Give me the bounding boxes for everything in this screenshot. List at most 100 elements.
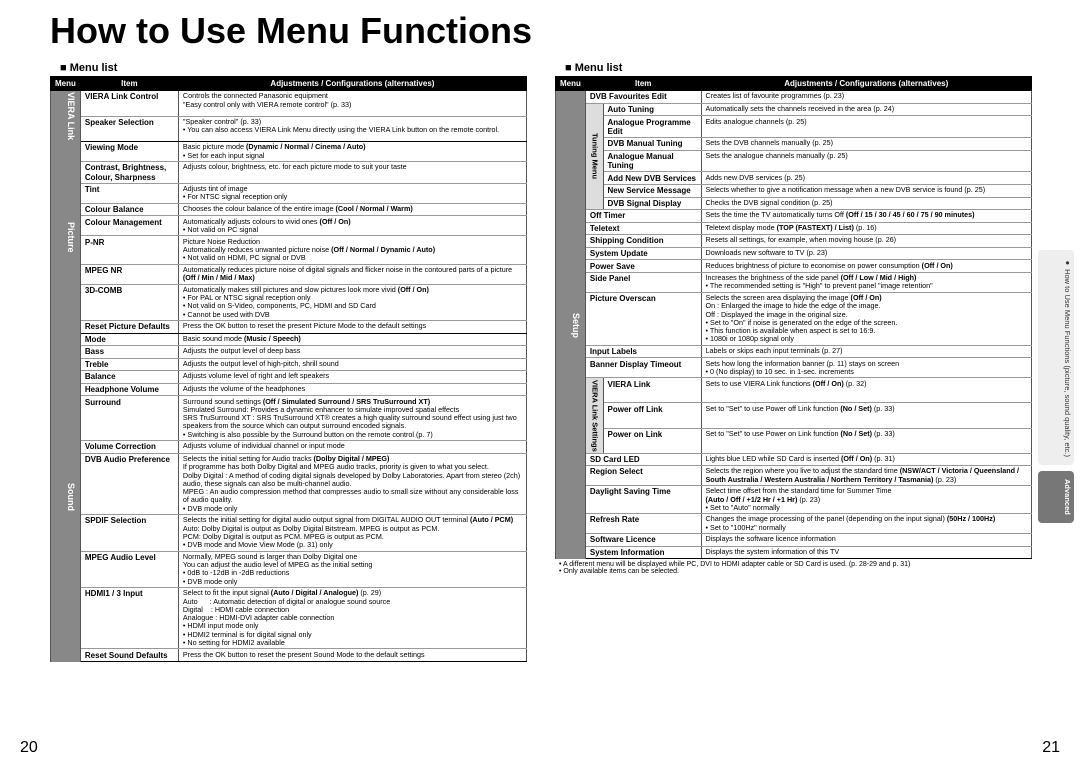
desc-cell: Chooses the colour balance of the entire… xyxy=(178,203,526,216)
desc-cell: Picture Noise ReductionAutomatically red… xyxy=(178,236,526,264)
item-cell: P-NR xyxy=(80,236,178,264)
item-cell: Viewing Mode xyxy=(80,142,178,162)
desc-cell: Adjusts volume of individual channel or … xyxy=(178,441,526,454)
item-cell: Volume Correction xyxy=(80,441,178,454)
desc-cell: Selects the screen area displaying the i… xyxy=(701,292,1031,345)
category-cell: Setup xyxy=(556,91,586,559)
item-cell: Tint xyxy=(80,183,178,203)
desc-cell: Adjusts tint of imageFor NTSC signal rec… xyxy=(178,183,526,203)
desc-cell: Displays the software licence informatio… xyxy=(701,534,1031,547)
item-cell: Bass xyxy=(80,346,178,359)
desc-cell: Set to "Set" to use Power off Link funct… xyxy=(701,403,1031,428)
subcategory-cell: VIERA Link Settings xyxy=(585,378,603,453)
item-cell: DVB Audio Preference xyxy=(80,453,178,514)
footnotes: A different menu will be displayed while… xyxy=(555,561,1032,575)
page-number-right: 21 xyxy=(1042,739,1060,757)
category-cell: Picture xyxy=(51,142,81,333)
item-cell: SD Card LED xyxy=(585,453,701,466)
desc-cell: "Speaker control" (p. 33)You can also ac… xyxy=(178,116,526,142)
left-column: Menu list Menu Item Adjustments / Config… xyxy=(50,58,527,662)
desc-cell: Sets the DVB channels manually (p. 25) xyxy=(701,138,1031,151)
desc-cell: Reduces brightness of picture to economi… xyxy=(701,260,1031,273)
item-cell: Analogue Programme Edit xyxy=(603,116,701,138)
item-cell: Auto Tuning xyxy=(603,103,701,116)
content-columns: Menu list Menu Item Adjustments / Config… xyxy=(0,58,1080,662)
desc-cell: Automatically makes still pictures and s… xyxy=(178,284,526,321)
desc-cell: Selects the initial setting for digital … xyxy=(178,515,526,552)
desc-cell: Resets all settings, for example, when m… xyxy=(701,235,1031,248)
right-table: Menu Item Adjustments / Configurations (… xyxy=(555,76,1032,559)
item-cell: Analogue Manual Tuning xyxy=(603,150,701,172)
item-cell: DVB Manual Tuning xyxy=(603,138,701,151)
item-cell: Power off Link xyxy=(603,403,701,428)
desc-cell: Press the OK button to reset the present… xyxy=(178,649,526,662)
item-cell: DVB Favourites Edit xyxy=(585,91,701,104)
desc-cell: Creates list of favourite programmes (p.… xyxy=(701,91,1031,104)
left-table: Menu Item Adjustments / Configurations (… xyxy=(50,76,527,662)
item-cell: VIERA Link xyxy=(603,378,701,403)
desc-cell: Downloads new software to TV (p. 23) xyxy=(701,247,1031,260)
item-cell: VIERA Link Control xyxy=(80,91,178,117)
desc-cell: Adjusts the volume of the headphones xyxy=(178,383,526,396)
item-cell: Contrast, Brightness, Colour, Sharpness xyxy=(80,162,178,184)
menu-list-label-left: Menu list xyxy=(60,62,527,74)
item-cell: New Service Message xyxy=(603,184,701,197)
item-cell: Refresh Rate xyxy=(585,514,701,534)
item-cell: MPEG Audio Level xyxy=(80,551,178,588)
desc-cell: Basic picture mode (Dynamic / Normal / C… xyxy=(178,142,526,162)
item-cell: Add New DVB Services xyxy=(603,172,701,185)
desc-cell: Sets how long the information banner (p.… xyxy=(701,358,1031,378)
desc-cell: Set to "Set" to use Power on Link functi… xyxy=(701,428,1031,453)
item-cell: 3D-COMB xyxy=(80,284,178,321)
desc-cell: Selects the initial setting for Audio tr… xyxy=(178,453,526,514)
desc-cell: Adjusts the output level of high-pitch, … xyxy=(178,358,526,371)
th-item: Item xyxy=(80,77,178,91)
item-cell: Daylight Saving Time xyxy=(585,486,701,514)
item-cell: System Update xyxy=(585,247,701,260)
item-cell: Teletext xyxy=(585,222,701,235)
item-cell: Treble xyxy=(80,358,178,371)
item-cell: Power on Link xyxy=(603,428,701,453)
item-cell: Headphone Volume xyxy=(80,383,178,396)
desc-cell: Increases the brightness of the side pan… xyxy=(701,272,1031,292)
desc-cell: Sets to use VIERA Link functions (Off / … xyxy=(701,378,1031,403)
desc-cell: Automatically sets the channels received… xyxy=(701,103,1031,116)
item-cell: MPEG NR xyxy=(80,264,178,284)
category-cell: VIERA Link xyxy=(51,91,81,142)
footnote: Only available items can be selected. xyxy=(559,568,1032,575)
desc-cell: Selects whether to give a notification m… xyxy=(701,184,1031,197)
desc-cell: Displays the system information of this … xyxy=(701,546,1031,559)
desc-cell: Automatically reduces picture noise of d… xyxy=(178,264,526,284)
item-cell: SPDIF Selection xyxy=(80,515,178,552)
item-cell: Shipping Condition xyxy=(585,235,701,248)
item-cell: Mode xyxy=(80,333,178,346)
item-cell: Off Timer xyxy=(585,210,701,223)
item-cell: Speaker Selection xyxy=(80,116,178,142)
th-menu: Menu xyxy=(51,77,81,91)
desc-cell: Teletext display mode (TOP (FASTEXT) / L… xyxy=(701,222,1031,235)
page-number-left: 20 xyxy=(20,739,38,757)
item-cell: DVB Signal Display xyxy=(603,197,701,210)
desc-cell: Adds new DVB services (p. 25) xyxy=(701,172,1031,185)
side-tab: Advanced xyxy=(1038,471,1074,523)
desc-cell: Normally, MPEG sound is larger than Dolb… xyxy=(178,551,526,588)
desc-cell: Sets the time the TV automatically turns… xyxy=(701,210,1031,223)
desc-cell: Sets the analogue channels manually (p. … xyxy=(701,150,1031,172)
item-cell: Colour Management xyxy=(80,216,178,236)
th-menu: Menu xyxy=(556,77,586,91)
item-cell: Power Save xyxy=(585,260,701,273)
item-cell: Picture Overscan xyxy=(585,292,701,345)
desc-cell: Press the OK button to reset the present… xyxy=(178,321,526,334)
page-title: How to Use Menu Functions xyxy=(0,0,1080,58)
item-cell: Input Labels xyxy=(585,345,701,358)
item-cell: Balance xyxy=(80,371,178,384)
category-cell: Sound xyxy=(51,333,81,661)
item-cell: HDMI1 / 3 Input xyxy=(80,588,178,649)
right-column: Menu list Menu Item Adjustments / Config… xyxy=(555,58,1032,662)
desc-cell: Adjusts the output level of deep bass xyxy=(178,346,526,359)
desc-cell: Labels or skips each input terminals (p.… xyxy=(701,345,1031,358)
desc-cell: Edits analogue channels (p. 25) xyxy=(701,116,1031,138)
desc-cell: Selects the region where you live to adj… xyxy=(701,466,1031,486)
desc-cell: Automatically adjusts colours to vivid o… xyxy=(178,216,526,236)
th-adjust: Adjustments / Configurations (alternativ… xyxy=(178,77,526,91)
